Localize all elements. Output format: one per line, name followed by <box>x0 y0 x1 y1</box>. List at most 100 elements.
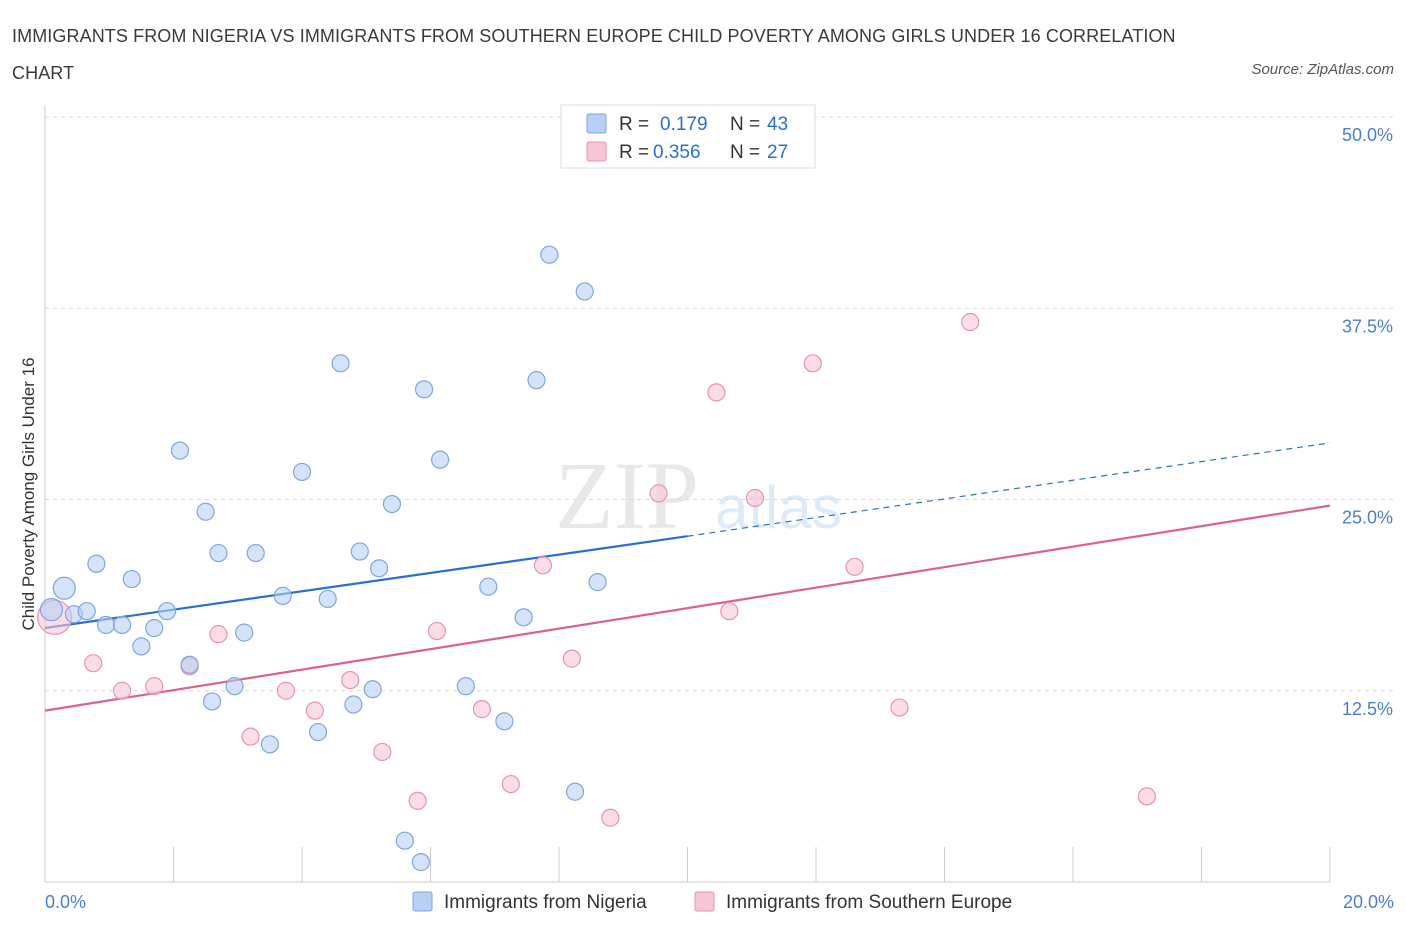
data-point-nigeria <box>514 608 533 627</box>
data-point-southern-europe <box>408 791 427 811</box>
correlation-legend: R = 0.179 N = 43 R = 0.356 N = 27 <box>560 104 816 169</box>
data-point-southern-europe <box>112 681 132 700</box>
bottom-legend-label-southern-europe: Immigrants from Southern Europe <box>726 892 1012 913</box>
data-point-nigeria <box>344 695 363 714</box>
legend-r-label-nigeria: R = <box>619 114 649 135</box>
data-point-nigeria <box>39 598 64 622</box>
data-point-nigeria <box>431 450 450 469</box>
legend-n-value-nigeria: 43 <box>767 114 788 135</box>
bottom-legend-swatch-southern-europe <box>694 891 715 912</box>
data-point-nigeria <box>157 602 177 621</box>
data-point-nigeria <box>292 462 312 482</box>
data-point-nigeria <box>456 677 475 696</box>
legend-n-label-nigeria: N = <box>730 114 760 135</box>
data-point-nigeria <box>479 577 498 596</box>
data-point-nigeria <box>246 543 265 563</box>
data-point-southern-europe <box>1137 787 1156 806</box>
y-tick-label: 50.0% <box>1342 125 1393 145</box>
y-axis-label: Child Poverty Among Girls Under 16 <box>19 357 38 630</box>
legend-r-value-southern-europe: 0.356 <box>653 142 701 163</box>
legend-r-value-nigeria: 0.179 <box>660 114 708 135</box>
data-point-nigeria <box>350 542 369 561</box>
gridlines <box>45 116 1394 692</box>
data-point-southern-europe <box>427 621 447 641</box>
trend-line-nigeria <box>44 535 688 630</box>
data-point-nigeria <box>575 282 594 301</box>
data-point-nigeria <box>382 494 402 514</box>
data-point-nigeria <box>495 712 514 731</box>
data-point-nigeria <box>202 692 222 711</box>
data-point-nigeria <box>209 543 228 563</box>
data-point-nigeria <box>77 602 96 621</box>
data-point-southern-europe <box>305 701 324 720</box>
data-point-nigeria <box>87 554 106 573</box>
x-tick-label-min: 0.0% <box>45 892 86 912</box>
data-point-nigeria <box>273 586 292 605</box>
data-point-nigeria <box>411 853 430 872</box>
data-point-nigeria <box>196 502 215 521</box>
data-point-southern-europe <box>745 488 765 508</box>
data-point-nigeria <box>122 569 141 589</box>
data-point-southern-europe <box>145 677 164 696</box>
data-point-nigeria <box>331 354 350 373</box>
data-point-southern-europe <box>209 625 228 644</box>
data-point-southern-europe <box>533 556 553 575</box>
data-point-nigeria <box>132 637 151 656</box>
data-point-southern-europe <box>601 808 620 827</box>
y-tick-label: 12.5% <box>1342 699 1393 719</box>
data-point-southern-europe <box>472 700 491 719</box>
series-nigeria-points <box>39 245 607 872</box>
trend-line-southern-europe <box>44 504 1331 712</box>
data-point-nigeria <box>180 655 199 674</box>
bottom-legend-label-nigeria: Immigrants from Nigeria <box>444 892 647 913</box>
data-point-southern-europe <box>501 774 520 794</box>
legend-swatch-nigeria <box>586 113 607 134</box>
data-point-southern-europe <box>649 484 668 503</box>
data-point-nigeria <box>318 589 337 609</box>
chart-title: IMMIGRANTS FROM NIGERIA VS IMMIGRANTS FR… <box>12 26 1176 83</box>
data-point-nigeria <box>260 735 279 754</box>
watermark-atlas: atlas <box>715 474 842 541</box>
data-point-nigeria <box>363 680 382 699</box>
data-point-nigeria <box>395 831 414 850</box>
data-point-nigeria <box>225 677 244 696</box>
data-point-nigeria <box>370 559 389 578</box>
y-tick-labels: 50.0% 37.5% 25.0% 12.5% <box>1342 125 1393 719</box>
x-tick-label-max: 20.0% <box>1343 892 1394 912</box>
data-point-nigeria <box>308 722 328 742</box>
data-point-southern-europe <box>707 383 726 402</box>
data-point-southern-europe <box>241 727 260 746</box>
data-point-nigeria <box>96 615 116 635</box>
legend-r-label-southern-europe: R = <box>619 142 649 163</box>
data-point-nigeria <box>52 576 76 600</box>
data-point-nigeria <box>540 245 559 264</box>
data-point-nigeria <box>588 573 607 592</box>
legend-swatch-southern-europe <box>586 141 607 162</box>
data-point-southern-europe <box>890 698 909 717</box>
y-tick-label: 37.5% <box>1342 316 1393 336</box>
data-point-nigeria <box>170 441 190 460</box>
data-point-nigeria <box>527 371 546 390</box>
series-legend: Immigrants from Nigeria Immigrants from … <box>412 891 1012 913</box>
legend-n-value-southern-europe: 27 <box>767 142 788 163</box>
y-tick-label: 25.0% <box>1342 508 1393 528</box>
data-point-southern-europe <box>562 649 581 668</box>
data-point-southern-europe <box>373 742 392 762</box>
x-tick-marks <box>173 847 1331 882</box>
data-point-southern-europe <box>961 312 980 332</box>
data-point-nigeria <box>414 380 434 399</box>
data-point-southern-europe <box>720 602 739 621</box>
chart-source: Source: ZipAtlas.com <box>1251 61 1394 78</box>
series-southern-europe-points <box>37 312 1156 827</box>
trend-line-nigeria-projection <box>687 442 1331 537</box>
data-point-southern-europe <box>276 681 296 700</box>
data-point-nigeria <box>235 623 254 642</box>
trend-lines <box>44 442 1331 712</box>
bottom-legend-swatch-nigeria <box>412 891 433 912</box>
legend-n-label-southern-europe: N = <box>730 142 760 163</box>
data-point-nigeria <box>565 782 585 801</box>
data-point-southern-europe <box>84 654 103 673</box>
data-point-southern-europe <box>341 670 360 690</box>
data-point-nigeria <box>145 618 164 638</box>
